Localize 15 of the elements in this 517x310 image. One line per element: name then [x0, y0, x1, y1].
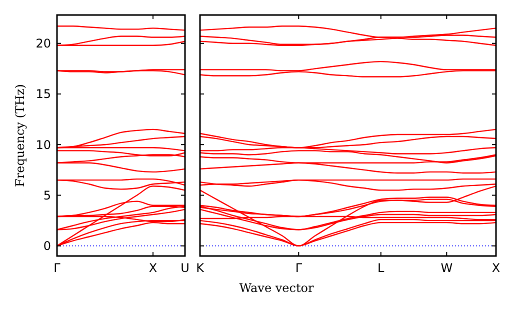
x-tick-label: Γ: [54, 261, 61, 275]
y-tick-label: 15: [36, 87, 51, 102]
x-tick-label: X: [148, 261, 158, 275]
x-tick-label: Γ: [295, 261, 302, 275]
x-tick-label: X: [492, 261, 500, 275]
y-tick-label: 20: [36, 36, 51, 51]
x-tick-label: U: [180, 261, 190, 275]
x-tick-label: L: [378, 261, 385, 275]
y-tick-label: 5: [43, 188, 51, 202]
x-tick-label: K: [196, 261, 206, 275]
x-axis-title: Wave vector: [239, 281, 314, 295]
y-axis-title: Frequency (THz): [13, 84, 27, 187]
y-tick-label: 10: [36, 138, 51, 152]
y-tick-label: 0: [43, 239, 51, 254]
x-tick-label: W: [440, 261, 453, 275]
